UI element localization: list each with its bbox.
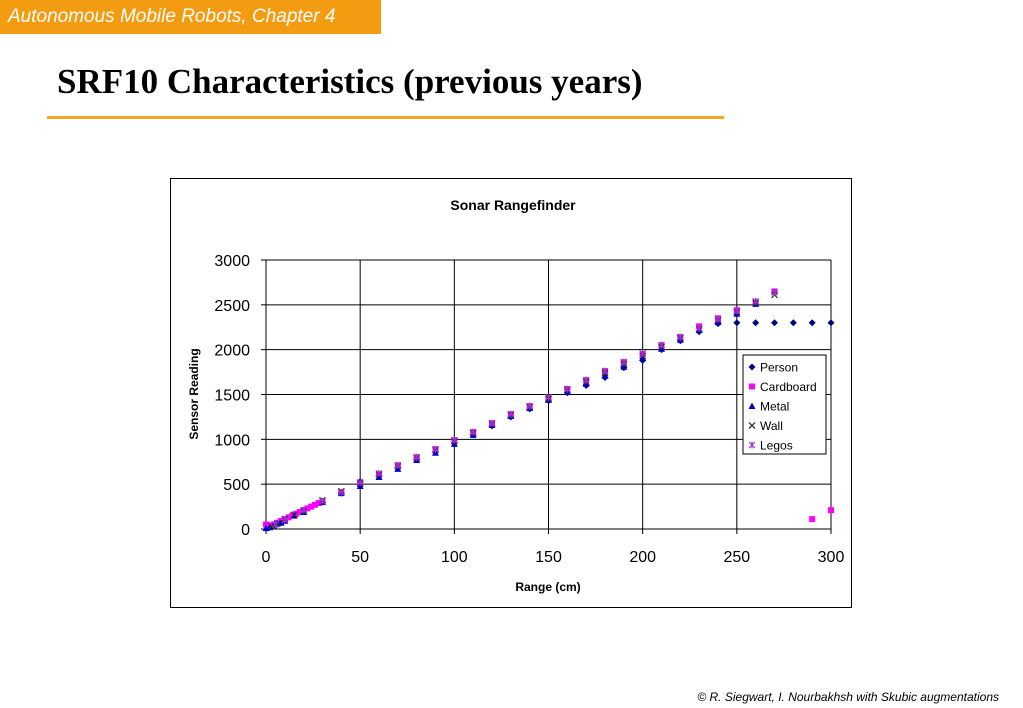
point-legos [526, 402, 534, 410]
point-legos [469, 428, 477, 436]
x-tick-label: 300 [818, 549, 845, 566]
y-tick-label: 2500 [214, 298, 250, 315]
point-legos [639, 349, 647, 357]
point-legos [394, 461, 402, 469]
legend-label-wall: Wall [760, 419, 783, 433]
point-person [771, 319, 778, 327]
point-cardboard [285, 514, 292, 521]
y-tick-label: 1500 [214, 388, 250, 405]
y-tick-label: 0 [241, 522, 250, 539]
grid-lines [266, 259, 832, 529]
point-metal [601, 372, 609, 379]
point-person [808, 319, 816, 327]
point-legos [450, 436, 458, 444]
point-legos [375, 469, 383, 477]
point-cardboard [315, 499, 322, 506]
point-legos [601, 367, 609, 375]
point-legos [281, 516, 289, 524]
point-legos [714, 315, 722, 323]
legend-marker-cardboard [749, 383, 755, 390]
point-person [827, 319, 835, 327]
point-legos [319, 497, 326, 505]
point-legos [356, 478, 364, 486]
chart-frame: Sonar Rangefinder Sensor Reading Range (… [170, 178, 852, 608]
x-tick-label: 100 [441, 549, 468, 566]
y-axis-label: Sensor Reading [187, 348, 201, 439]
point-legos [432, 445, 439, 453]
point-person [733, 319, 741, 327]
point-legos [658, 341, 665, 349]
point-wall [290, 511, 298, 519]
x-tick-label: 0 [262, 549, 271, 566]
title-underline [47, 116, 724, 119]
x-tick-label: 200 [629, 549, 656, 566]
footer-credit: © R. Siegwart, I. Nourbakhsh with Skubic… [697, 690, 999, 704]
point-cardboard [311, 501, 318, 508]
slide-title: SRF10 Characteristics (previous years) [57, 62, 643, 101]
x-tick-label: 250 [723, 549, 750, 566]
legend-marker-wall [748, 422, 756, 429]
tick-labels: 0 500 1000 1500 2000 2500 3000 0 50 100 150 200 250 3… [214, 253, 844, 566]
y-tick-label: 2000 [214, 343, 250, 360]
point-wall [268, 522, 276, 530]
point-legos [695, 324, 703, 332]
x-tick-label: 50 [351, 549, 369, 566]
legend-label-legos: Legos [760, 439, 793, 453]
legend-label-person: Person [760, 361, 798, 375]
point-legos [620, 358, 628, 366]
point-cardboard [308, 503, 315, 510]
chart-title: Sonar Rangefinder [450, 197, 576, 213]
legend-label-cardboard: Cardboard [760, 380, 817, 394]
legend: Person Cardboard Metal Wall Legos [742, 354, 827, 455]
sonar-chart: Sonar Rangefinder Sensor Reading Range (… [187, 197, 844, 594]
y-tick-label: 3000 [214, 253, 250, 270]
legend-box [742, 354, 827, 455]
point-metal [277, 519, 285, 526]
x-axis-label: Range (cm) [515, 580, 580, 594]
point-legos [300, 506, 308, 514]
point-legos [545, 393, 552, 401]
point-cardboard [296, 508, 303, 515]
point-cardboard [828, 507, 834, 514]
y-tick-label: 1000 [214, 432, 250, 449]
point-person [752, 319, 760, 327]
x-tick-label: 150 [535, 549, 562, 566]
point-legos [676, 333, 684, 341]
point-legos [337, 488, 345, 496]
point-legos [733, 307, 741, 315]
point-metal [639, 354, 647, 361]
legend-label-metal: Metal [760, 400, 789, 414]
point-metal [266, 523, 274, 531]
point-person [789, 319, 797, 327]
point-cardboard [809, 516, 816, 523]
point-cardboard [304, 505, 311, 512]
legend-marker-metal [748, 402, 756, 409]
chapter-label: Autonomous Mobile Robots, Chapter 4 [0, 0, 381, 34]
legend-marker-legos [748, 441, 756, 449]
axes [261, 259, 832, 534]
point-cardboard [293, 510, 300, 517]
point-legos [507, 410, 515, 418]
legend-marker-person [748, 363, 756, 371]
point-legos [563, 385, 571, 393]
y-tick-label: 500 [223, 477, 250, 494]
point-legos [271, 521, 279, 529]
data-points [262, 288, 835, 532]
point-legos [752, 297, 760, 305]
point-metal [620, 363, 628, 370]
point-legos [582, 376, 590, 384]
point-legos [488, 419, 496, 427]
point-legos [413, 453, 421, 461]
point-cardboard [263, 521, 269, 528]
point-legos [771, 288, 778, 296]
